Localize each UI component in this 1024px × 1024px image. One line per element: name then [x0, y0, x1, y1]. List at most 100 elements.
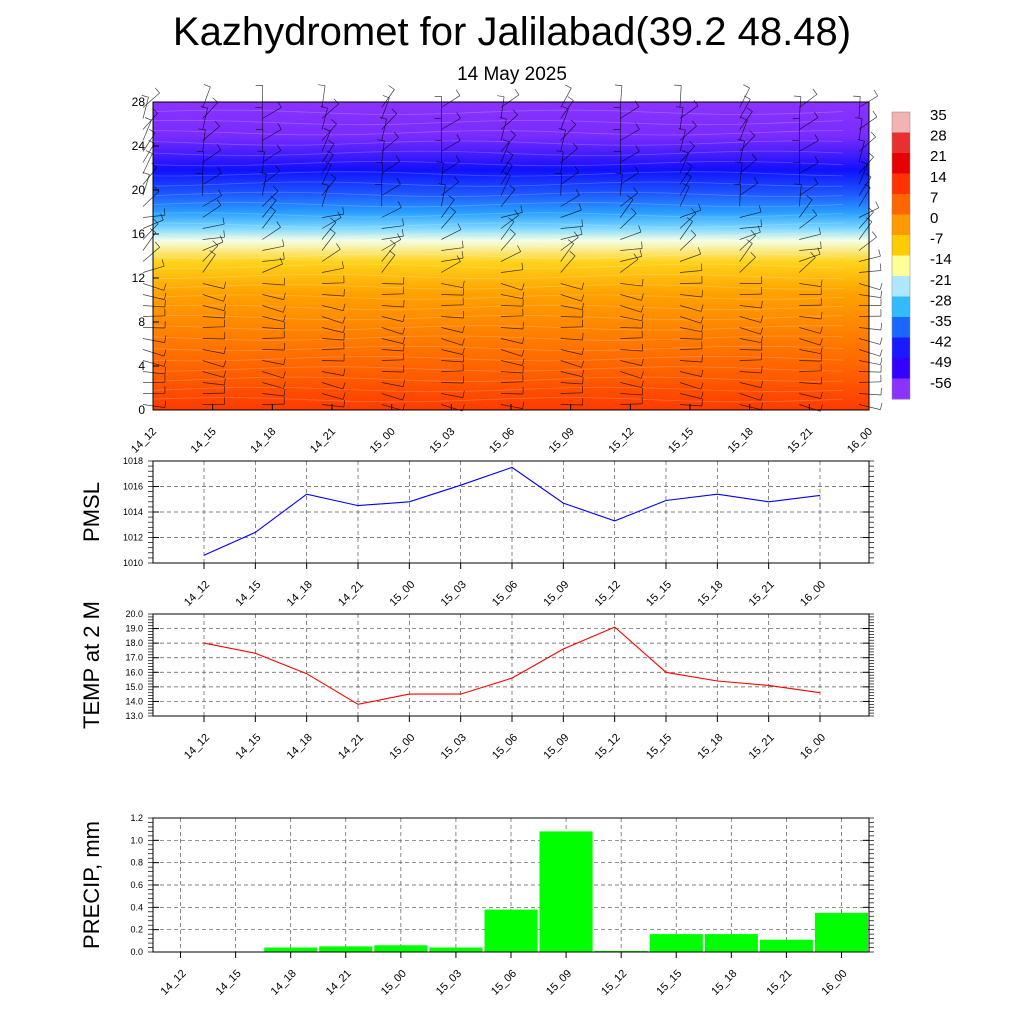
wind-barb: [321, 305, 344, 311]
precip-bar: [319, 946, 373, 952]
wind-barb: [858, 360, 881, 366]
wind-barb: [142, 219, 164, 229]
wind-barb-flag: [574, 166, 580, 173]
wind-barb: [262, 337, 285, 339]
wind-barb-flag: [164, 367, 167, 375]
wind-barb-flag: [270, 195, 277, 201]
wind-barb-flag: [522, 365, 524, 374]
wind-barb: [321, 371, 344, 376]
precip-bar: [264, 947, 318, 952]
wind-barb: [381, 119, 387, 141]
wind-barb-flag: [514, 88, 520, 96]
wind-barb: [620, 305, 642, 313]
wind-barb-flag: [638, 225, 642, 233]
wind-barb-flag: [342, 316, 346, 324]
wind-barb: [799, 316, 822, 320]
chart-title: Kazhydromet for Jalilabad(39.2 48.48): [172, 10, 852, 54]
wind-barb-flag: [223, 360, 227, 368]
wind-barb-flag: [506, 161, 513, 166]
precip-y-tick-label: 1.2: [130, 813, 143, 823]
contour-line: [152, 119, 844, 126]
pmsl-x-tick-label: 15_21: [747, 579, 777, 609]
wind-barb: [679, 360, 703, 363]
wind-barb-flag: [402, 314, 406, 322]
wind-barb: [321, 393, 344, 400]
temp-y-tick-label: 20.0: [125, 609, 143, 619]
wind-barb-flag: [810, 252, 816, 258]
temp-x-tick-label: 15_21: [747, 732, 777, 762]
wind-barb: [858, 349, 881, 357]
wind-barb-flag: [582, 376, 584, 385]
wind-barb-flag: [388, 85, 395, 90]
wind-barb-flag: [456, 112, 461, 119]
wind-barb-flag: [581, 294, 585, 302]
wind-barb: [500, 96, 505, 119]
pmsl-panel: 1010 1012 1014 1016 1018 14_12 14_15 14_18 14_21…: [79, 456, 874, 609]
wind-barb: [679, 338, 703, 340]
pmsl-x-tick-label: 14_15: [233, 579, 263, 609]
contour-line: [152, 140, 844, 146]
wind-barb-flag: [276, 144, 282, 151]
contour-line: [152, 263, 844, 269]
wind-barb: [620, 259, 639, 273]
precip-y-axis-label: PRECIP, mm: [79, 821, 104, 949]
wind-barb: [799, 117, 819, 130]
wind-barb: [679, 382, 702, 390]
pmsl-frame: [152, 460, 870, 564]
pmsl-x-tick-label: 15_18: [695, 579, 725, 609]
wind-barb-flag: [436, 161, 444, 163]
wind-barb-flag: [275, 165, 280, 172]
precip-bar: [374, 945, 428, 952]
wind-barb: [560, 349, 583, 355]
wind-barb-flag: [395, 155, 401, 162]
wind-barb-flag: [556, 150, 564, 153]
wind-barb: [560, 283, 582, 290]
wind-barb-flag: [631, 207, 637, 214]
precip-y-tick-label: 0.0: [130, 947, 143, 957]
precip-x-tick-label: 15_21: [764, 968, 794, 998]
contour-line: [152, 232, 844, 239]
wind-barb-flag: [279, 257, 283, 265]
wind-barb: [679, 125, 697, 141]
wind-barb-flag: [277, 101, 282, 108]
wind-barb: [620, 213, 637, 229]
wind-barb: [441, 261, 461, 273]
precip-bar: [759, 939, 813, 952]
precip-bar: [484, 909, 538, 952]
wind-barb-flag: [510, 130, 516, 136]
wind-barb: [262, 283, 285, 286]
wind-barb-flag: [522, 358, 525, 366]
wind-barb: [142, 360, 165, 367]
wind-barb-flag: [389, 239, 396, 245]
wind-barb-flag: [749, 130, 756, 136]
wind-barb: [321, 108, 328, 130]
wind-barb-flag: [402, 379, 405, 387]
wind-barb: [858, 207, 879, 218]
wind-barb: [858, 381, 882, 383]
wind-barb: [679, 221, 693, 240]
wind-barb: [262, 258, 285, 262]
wind-barb: [560, 194, 580, 207]
heatmap-y-tick-label: 24: [132, 139, 146, 153]
wind-barb: [500, 404, 523, 409]
contour-line: [152, 376, 844, 382]
wind-barb: [560, 243, 574, 262]
temp-x-tick-label: 15_18: [695, 732, 725, 762]
wind-barb: [321, 178, 337, 196]
wind-barb: [441, 349, 463, 355]
wind-barb-flag: [164, 400, 167, 408]
wind-barb-flag: [282, 305, 286, 313]
wind-barb: [799, 162, 819, 174]
wind-barb-flag: [277, 123, 282, 130]
wind-barb: [202, 360, 224, 368]
wind-barb-flag: [223, 303, 227, 311]
wind-barb: [799, 257, 816, 273]
wind-barb: [858, 176, 872, 196]
heatmap-x-tick-label: 16_00: [845, 426, 875, 456]
wind-barb: [500, 94, 520, 108]
wind-barb: [142, 97, 149, 119]
contour-line: [152, 109, 844, 115]
wind-barb: [381, 137, 399, 152]
wind-barb: [202, 254, 216, 273]
wind-barb-flag: [814, 156, 819, 163]
